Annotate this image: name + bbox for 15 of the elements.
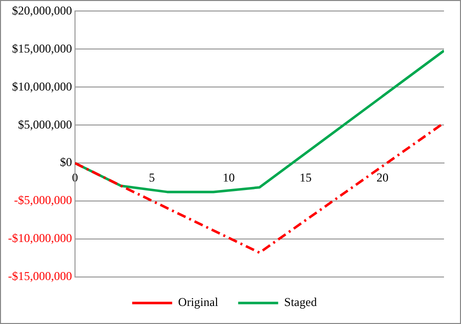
x-tick-label: 5 [148,170,155,184]
legend-label: Original [178,295,219,310]
y-tick-label: $10,000,000 [12,79,72,94]
x-tick-label: 10 [222,170,235,184]
y-tick-label: -$5,000,000 [14,193,72,208]
x-tick-label: 15 [300,170,312,184]
y-tick-label: $20,000,000 [12,3,72,18]
y-tick-label: $5,000,000 [18,117,72,132]
x-tick-label: 20 [376,170,388,184]
y-tick-label: $0 [60,155,72,170]
line-series [74,122,444,254]
y-tick-label: $15,000,000 [12,41,72,56]
y-tick-label: -$10,000,000 [8,231,72,246]
legend-label: Staged [284,295,317,310]
y-tick-label: -$15,000,000 [8,269,72,284]
